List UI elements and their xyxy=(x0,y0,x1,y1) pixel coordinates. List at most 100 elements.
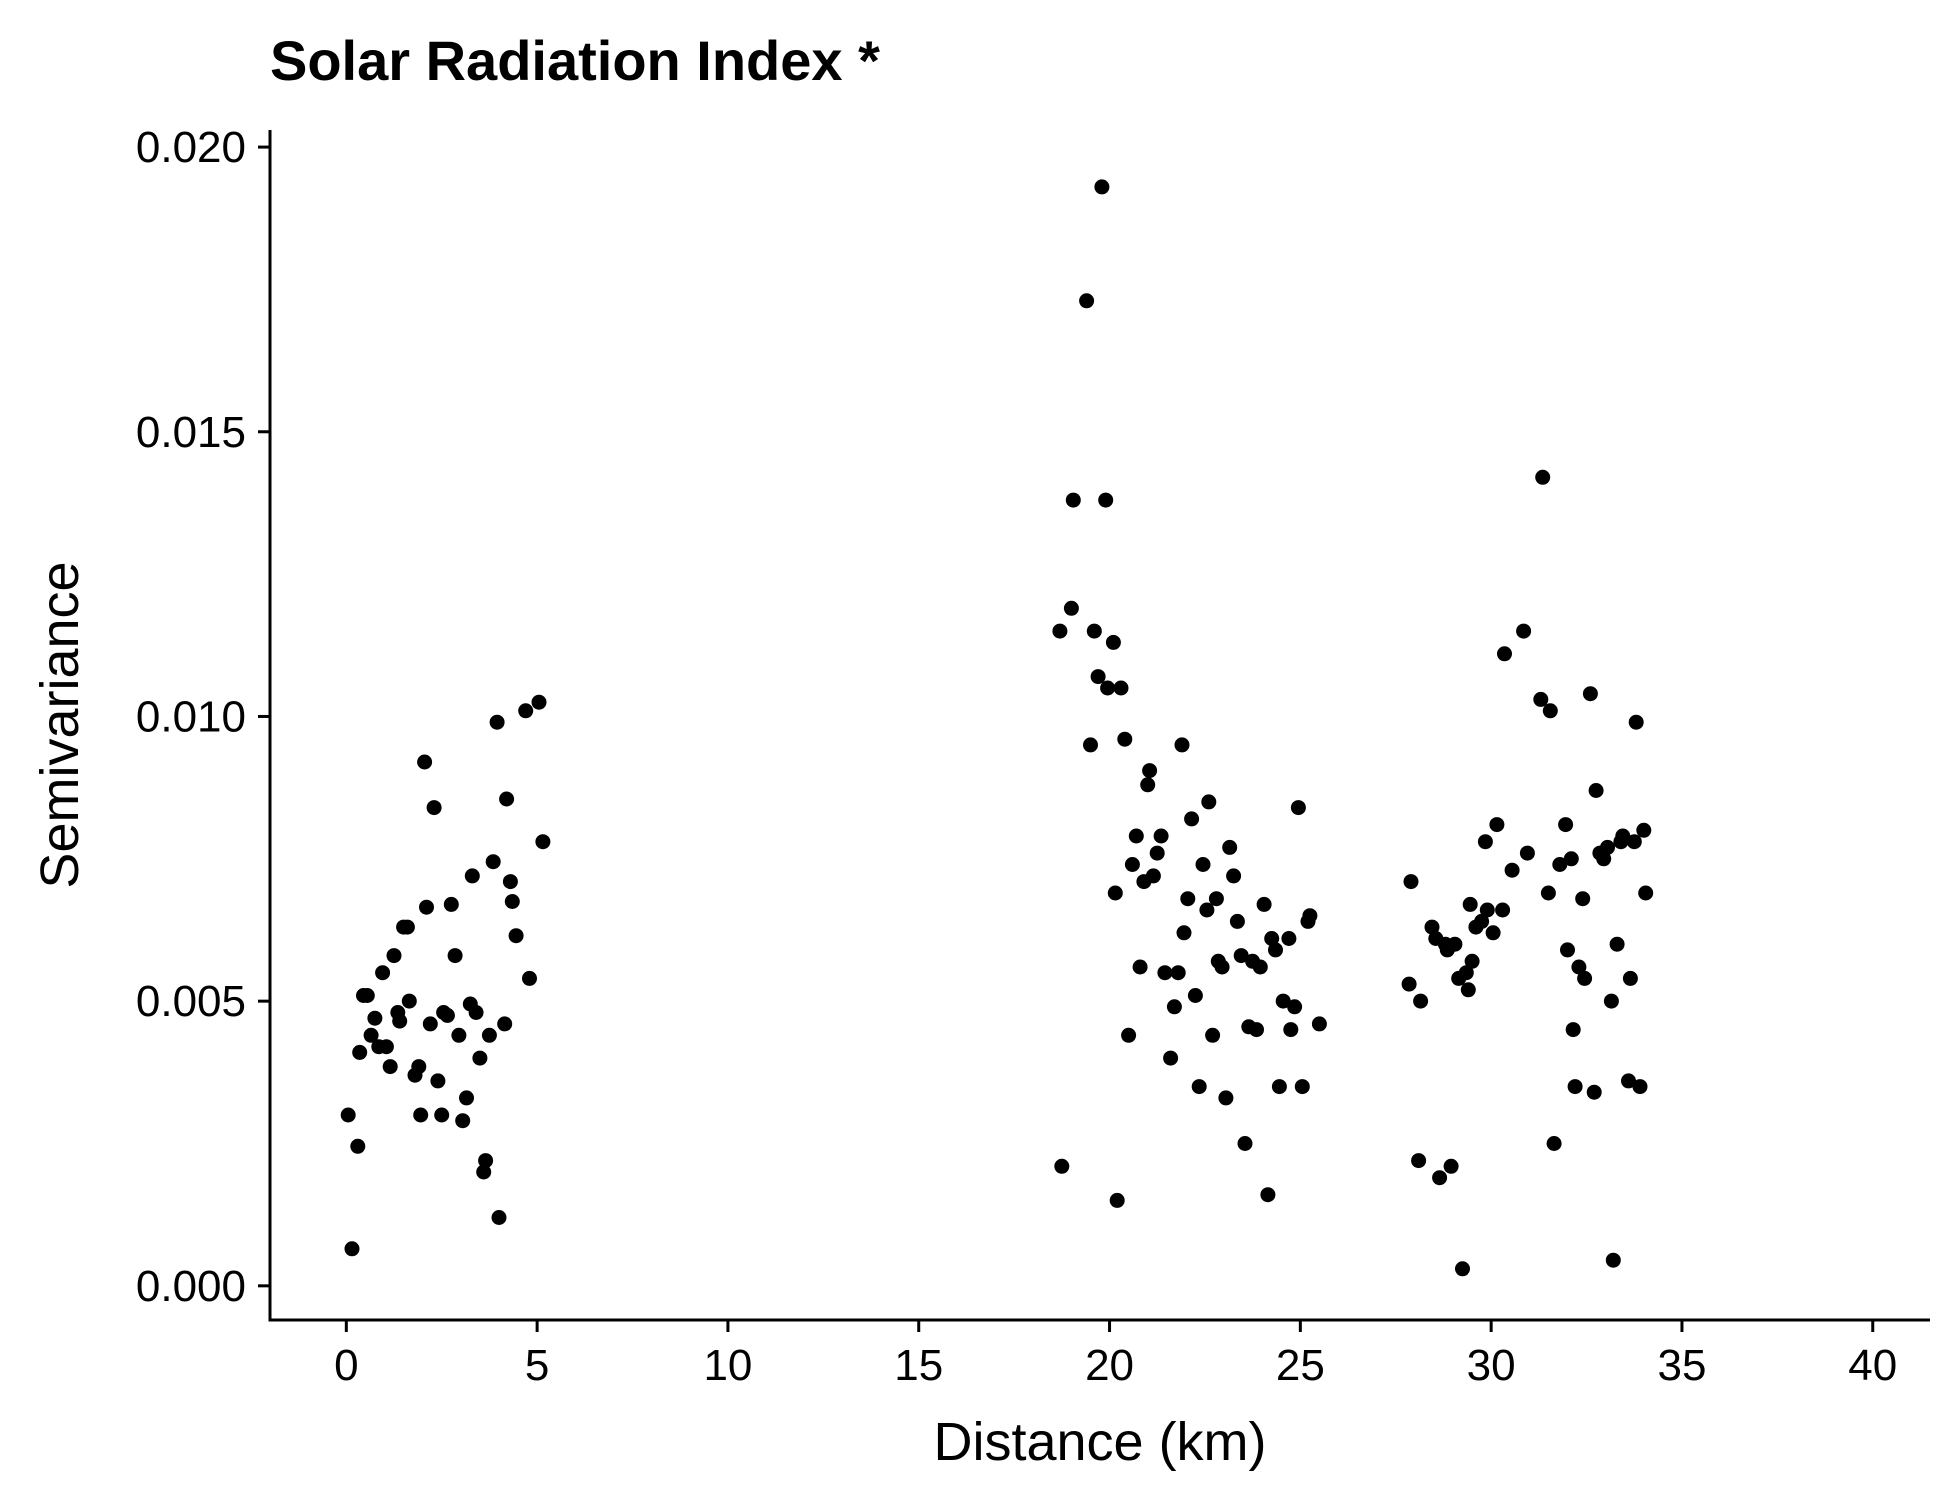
data-point xyxy=(1098,492,1114,508)
data-point xyxy=(489,714,505,730)
y-tick-label: 0.010 xyxy=(136,692,246,741)
data-point xyxy=(1163,1050,1179,1066)
data-point xyxy=(1609,936,1625,952)
data-point xyxy=(1132,959,1148,975)
y-axis-ticks: 0.000 0.005 0.010 0.015 0.020 xyxy=(136,123,270,1311)
data-point xyxy=(1271,1079,1287,1095)
data-point xyxy=(1149,845,1165,861)
data-point xyxy=(1283,1022,1299,1038)
data-point xyxy=(1600,839,1615,855)
data-point xyxy=(1615,828,1631,844)
data-point xyxy=(1571,959,1587,975)
data-point xyxy=(1229,913,1245,929)
data-point xyxy=(1565,1022,1581,1038)
data-point xyxy=(1145,868,1161,884)
data-point xyxy=(497,1016,513,1032)
data-point xyxy=(1153,828,1169,844)
data-points xyxy=(340,179,1654,1277)
data-point xyxy=(1218,1090,1234,1106)
data-point xyxy=(1065,492,1081,508)
data-point xyxy=(1128,828,1144,844)
data-point xyxy=(1603,993,1619,1009)
data-point xyxy=(352,1044,368,1060)
data-point xyxy=(455,1113,471,1129)
data-point xyxy=(363,1027,379,1043)
data-point xyxy=(1264,931,1280,946)
x-axis-ticks: 0 5 10 15 20 25 30 35 40 xyxy=(334,1320,1897,1390)
data-point xyxy=(1079,293,1095,309)
data-point xyxy=(1558,817,1574,833)
data-point xyxy=(434,1107,450,1123)
data-point xyxy=(1458,965,1474,981)
data-point xyxy=(430,1073,446,1089)
data-point xyxy=(350,1138,366,1154)
data-point xyxy=(1636,822,1652,838)
data-point xyxy=(1497,646,1512,662)
data-point xyxy=(1485,925,1501,941)
data-point xyxy=(1586,1084,1602,1100)
data-point xyxy=(1191,1079,1207,1095)
data-point xyxy=(378,1039,394,1055)
data-point xyxy=(535,834,551,850)
data-point xyxy=(392,1013,408,1029)
data-point xyxy=(413,1107,429,1123)
data-point xyxy=(1462,896,1478,912)
data-point xyxy=(459,1090,474,1106)
data-point xyxy=(344,1241,360,1257)
data-point xyxy=(1479,902,1495,918)
data-point xyxy=(472,1050,488,1066)
data-point xyxy=(1516,623,1532,639)
data-point xyxy=(1626,834,1642,850)
data-point xyxy=(1489,817,1505,833)
data-point xyxy=(504,894,520,909)
data-point xyxy=(1252,959,1268,975)
data-point xyxy=(419,899,434,915)
data-point xyxy=(1460,982,1476,998)
data-point xyxy=(1170,965,1186,981)
data-point xyxy=(443,896,459,912)
data-point xyxy=(1281,931,1297,946)
data-point xyxy=(481,1027,497,1043)
data-point xyxy=(1582,686,1598,702)
data-point xyxy=(1447,936,1463,952)
data-point xyxy=(1294,1079,1310,1095)
y-tick-label: 0.020 xyxy=(136,123,246,172)
data-point xyxy=(1519,845,1535,861)
data-point xyxy=(1495,902,1511,918)
data-point xyxy=(502,874,518,890)
data-point xyxy=(491,1210,507,1225)
data-point xyxy=(1311,1016,1327,1032)
data-point xyxy=(1542,703,1558,719)
data-point xyxy=(1287,999,1303,1015)
data-point xyxy=(340,1107,356,1123)
data-point xyxy=(1563,851,1579,867)
data-point xyxy=(1109,1192,1125,1208)
data-point xyxy=(1275,993,1291,1009)
data-point xyxy=(1121,1027,1137,1043)
data-point xyxy=(367,1010,383,1026)
data-point xyxy=(1477,834,1493,850)
data-point xyxy=(1166,999,1182,1015)
data-point xyxy=(1222,839,1238,855)
data-point xyxy=(1256,896,1272,912)
data-point xyxy=(1233,948,1249,964)
data-point xyxy=(1621,1073,1636,1089)
data-point xyxy=(1432,1170,1448,1186)
data-point xyxy=(1622,970,1638,986)
data-point xyxy=(468,1005,484,1020)
data-point xyxy=(508,928,524,944)
x-tick-label: 25 xyxy=(1276,1341,1325,1390)
data-point xyxy=(411,1059,427,1075)
y-tick-label: 0.015 xyxy=(136,408,246,457)
x-tick-label: 5 xyxy=(525,1341,549,1390)
data-point xyxy=(1474,913,1490,929)
data-point xyxy=(1052,623,1068,639)
data-point xyxy=(1094,179,1110,195)
data-point xyxy=(447,948,463,964)
data-point xyxy=(1403,874,1419,890)
data-point xyxy=(1157,965,1173,981)
data-point xyxy=(518,703,534,719)
y-tick-label: 0.005 xyxy=(136,977,246,1026)
data-point xyxy=(1180,891,1196,907)
